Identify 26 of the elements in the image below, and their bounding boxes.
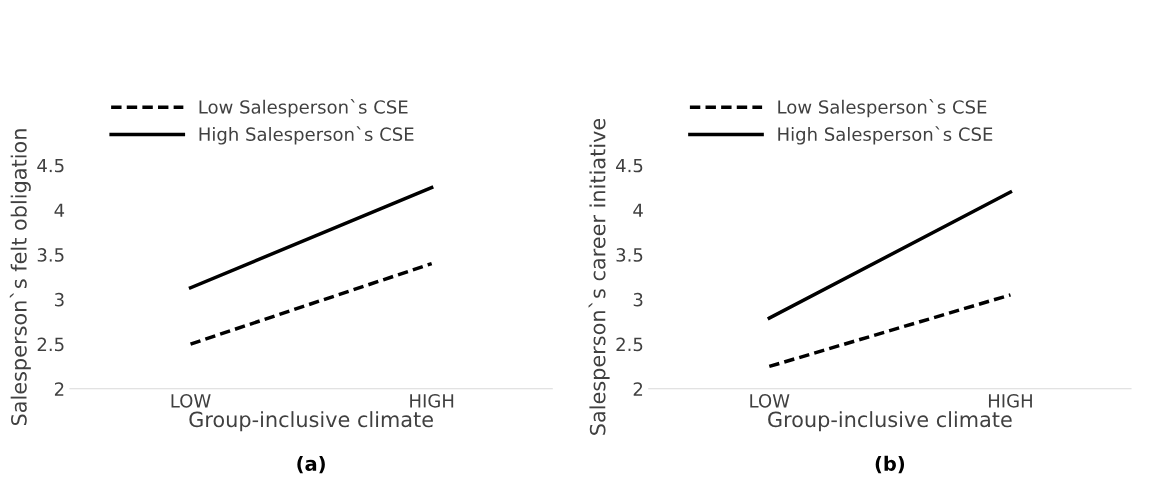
x-tick-label: LOW xyxy=(750,393,790,408)
y-tick-label: 2 xyxy=(54,382,64,396)
x-tick-label: HIGH xyxy=(988,393,1032,408)
y-tick-label: 3.5 xyxy=(37,248,64,262)
legend-label: Low Salesperson`s CSE xyxy=(778,99,987,118)
y-tick-label: 3.5 xyxy=(616,248,643,262)
y-axis-title: Salesperson`s career initiative xyxy=(588,118,610,435)
text: (a) xyxy=(297,455,325,474)
x-tick-label: HIGH xyxy=(410,393,454,408)
legend-label: High Salesperson`s CSE xyxy=(778,126,993,145)
y-tick-label: 4 xyxy=(633,203,643,217)
legend-label: High Salesperson`s CSE xyxy=(199,126,414,145)
y-tick-label: 4.5 xyxy=(37,158,64,173)
y-tick-label: 2 xyxy=(633,382,643,396)
x-axis-title: Group-inclusive climate xyxy=(189,411,433,432)
y-tick-label: 2.5 xyxy=(37,337,64,352)
y-tick-label: 2.5 xyxy=(616,337,643,352)
y-tick-label: 3 xyxy=(54,292,64,307)
y-tick-label: 4.5 xyxy=(616,158,643,173)
legend-label: Low Salesperson`s CSE xyxy=(199,99,408,118)
text: (b) xyxy=(875,455,905,474)
x-tick-label: LOW xyxy=(171,393,211,408)
x-axis-title: Group-inclusive climate xyxy=(768,411,1012,432)
y-axis-title: Salesperson`s felt obligation xyxy=(9,129,31,426)
y-tick-label: 3 xyxy=(633,292,643,307)
y-tick-label: 4 xyxy=(54,203,65,217)
